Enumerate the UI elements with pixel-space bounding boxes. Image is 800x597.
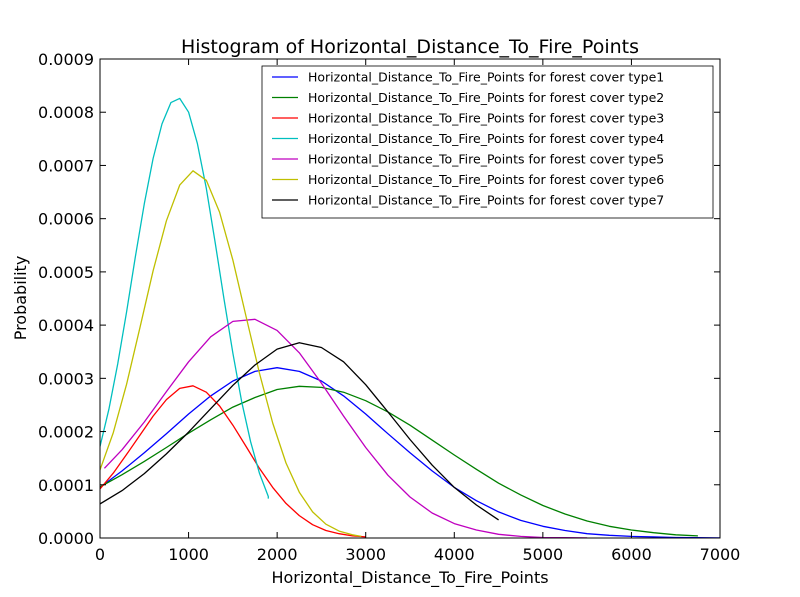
x-tick-label: 7000 [700, 545, 741, 564]
x-tick-label: 3000 [345, 545, 386, 564]
x-tick-label: 6000 [611, 545, 652, 564]
x-tick-label: 4000 [434, 545, 475, 564]
legend-label-type7: Horizontal_Distance_To_Fire_Points for f… [308, 193, 664, 208]
series-line-type7 [100, 342, 499, 521]
chart-title: Histogram of Horizontal_Distance_To_Fire… [181, 36, 639, 58]
x-tick-label: 2000 [257, 545, 298, 564]
x-tick-label: 5000 [522, 545, 563, 564]
series-line-type6 [100, 170, 362, 538]
legend-label-type6: Horizontal_Distance_To_Fire_Points for f… [308, 172, 664, 187]
axes-frame [99, 58, 721, 539]
y-tick-label: 0.0000 [38, 529, 94, 548]
y-tick-label: 0.0001 [38, 476, 94, 495]
legend-label-type3: Horizontal_Distance_To_Fire_Points for f… [308, 111, 664, 126]
y-tick-label: 0.0008 [38, 103, 94, 122]
y-tick-label: 0.0009 [38, 50, 94, 69]
series-line-type2 [100, 385, 698, 537]
y-axis-label: Probability [11, 256, 30, 341]
y-tick-label: 0.0003 [38, 369, 94, 388]
x-tick-label: 1000 [168, 545, 209, 564]
series-group [100, 97, 720, 538]
y-tick-label: 0.0004 [38, 316, 94, 335]
x-axis-label: Horizontal_Distance_To_Fire_Points [271, 568, 548, 588]
series-line-type5 [103, 318, 588, 538]
legend-label-type2: Horizontal_Distance_To_Fire_Points for f… [308, 90, 664, 105]
series-line-type1 [100, 367, 720, 538]
x-axis: 0 1000 2000 3000 4000 5000 6000 7000 [95, 59, 740, 564]
legend-box [261, 65, 714, 219]
series-line-type3 [100, 385, 366, 538]
x-tick-label: 0 [95, 545, 105, 564]
plot-area: 0 1000 2000 3000 4000 5000 6000 7000 0.00000.00… [38, 50, 740, 564]
y-tick-label: 0.0007 [38, 156, 94, 175]
y-axis: 0.0000 0.0001 0.0002 0.0003 0.0004 0.0005 0.00… [38, 50, 720, 548]
y-tick-label: 0.0006 [38, 210, 94, 229]
series-line-type4 [100, 97, 269, 499]
legend-label-type4: Horizontal_Distance_To_Fire_Points for f… [308, 131, 664, 146]
y-tick-label: 0.0005 [38, 263, 94, 282]
y-tick-label: 0.0002 [38, 423, 94, 442]
legend-label-type5: Horizontal_Distance_To_Fire_Points for f… [308, 152, 664, 167]
legend-label-type1: Horizontal_Distance_To_Fire_Points for f… [308, 70, 664, 85]
legend: Horizontal_Distance_To_Fire_Points for f… [261, 65, 714, 219]
